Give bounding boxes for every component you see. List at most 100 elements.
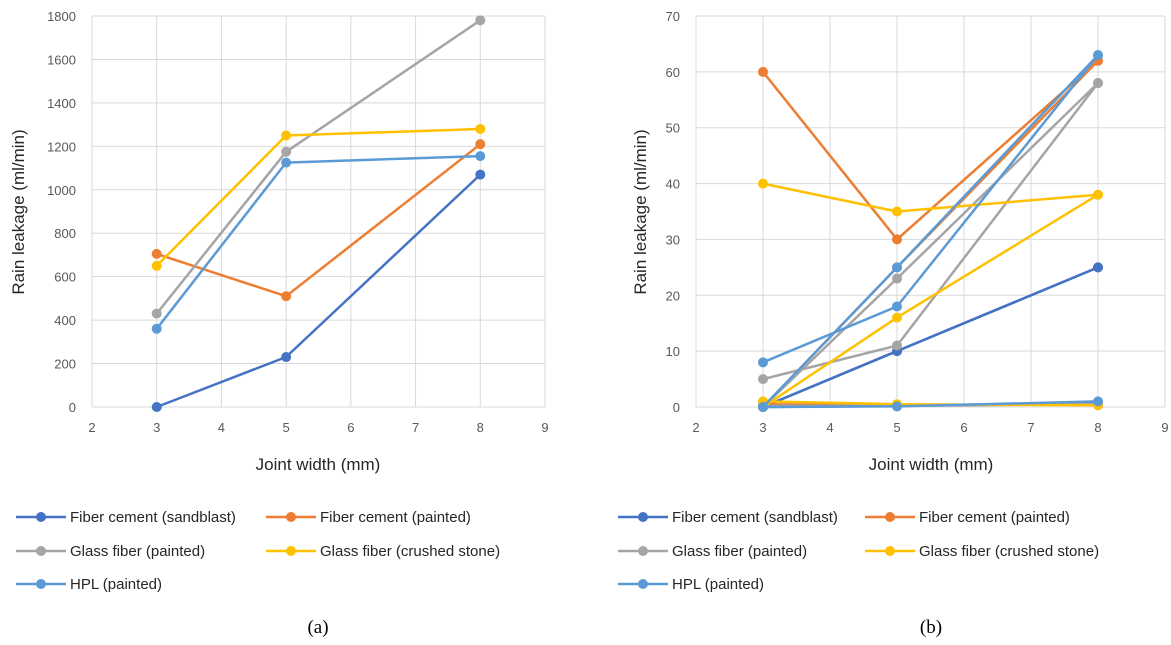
legend-swatch-marker <box>286 512 296 522</box>
data-point <box>758 357 768 368</box>
y-tick-label: 30 <box>666 232 680 247</box>
legend-swatch-marker <box>638 546 648 556</box>
legend-label: Glass fiber (painted) <box>70 543 205 560</box>
y-tick-label: 40 <box>666 177 680 192</box>
data-point <box>1093 78 1103 89</box>
legend-label: Glass fiber (crushed stone) <box>320 543 500 560</box>
series-fiber-cement-painted <box>151 139 486 302</box>
legend: Fiber cement (sandblast) Fiber cement (pa… <box>618 509 1099 593</box>
data-point <box>1093 189 1103 200</box>
y-tick-label: 10 <box>666 344 680 359</box>
data-point <box>758 178 768 189</box>
x-tick-label: 6 <box>960 420 967 435</box>
legend-swatch-marker <box>36 512 46 522</box>
y-tick-label: 1600 <box>47 52 76 67</box>
data-point <box>892 234 902 245</box>
data-point <box>1093 262 1103 273</box>
series-glass-fiber-crushed-stone <box>151 123 486 271</box>
x-tick-label: 8 <box>1094 420 1101 435</box>
data-point <box>281 352 292 363</box>
data-point <box>892 312 902 323</box>
data-point <box>281 146 292 157</box>
legend: Fiber cement (sandblast) Fiber cement (pa… <box>16 509 500 593</box>
y-tick-label: 1200 <box>47 139 76 154</box>
y-tick-label: 70 <box>666 9 680 24</box>
x-tick-label: 4 <box>826 420 833 435</box>
legend-swatch-marker <box>36 579 46 589</box>
x-tick-label: 3 <box>153 420 160 435</box>
y-tick-label: 0 <box>69 400 76 415</box>
series-hpl-painted <box>758 50 1103 412</box>
y-tick-label: 200 <box>54 357 76 372</box>
data-point <box>892 340 902 351</box>
y-tick-label: 400 <box>54 313 76 328</box>
data-point <box>758 402 768 412</box>
data-point <box>281 291 292 302</box>
data-point <box>151 402 162 412</box>
data-point <box>151 260 162 271</box>
data-point <box>475 151 486 162</box>
legend-swatch-marker <box>885 546 895 556</box>
x-tick-label: 7 <box>1027 420 1034 435</box>
y-tick-label: 0 <box>673 400 680 415</box>
data-point <box>892 273 902 284</box>
y-tick-label: 1400 <box>47 96 76 111</box>
y-tick-label: 20 <box>666 288 680 303</box>
chart-b: 0 10 20 30 40 50 60 70 2 3 4 5 6 7 8 9 Rain leakage (ml/… <box>618 9 1169 638</box>
y-tick-label: 50 <box>666 121 680 136</box>
x-tick-label: 7 <box>412 420 419 435</box>
y-tick-label: 60 <box>666 65 680 80</box>
series-hpl-painted <box>151 151 486 334</box>
series-line <box>762 266 1099 409</box>
data-point <box>1093 396 1103 407</box>
series-line <box>155 127 481 267</box>
data-point <box>475 15 486 26</box>
data-point <box>758 66 768 77</box>
y-tick-label: 800 <box>54 226 76 241</box>
series-line <box>156 173 482 409</box>
data-point <box>281 130 292 141</box>
legend-swatch-marker <box>36 546 46 556</box>
legend-swatch-marker <box>286 546 296 556</box>
legend-label: Fiber cement (painted) <box>320 509 471 526</box>
data-point <box>151 323 162 334</box>
legend-label: Glass fiber (painted) <box>672 543 807 560</box>
y-tick-label: 1000 <box>47 183 76 198</box>
x-tick-label: 9 <box>541 420 548 435</box>
legend-swatch-marker <box>638 512 648 522</box>
data-point <box>758 374 768 385</box>
legend-swatch-marker <box>638 579 648 589</box>
series-glass-fiber-painted <box>151 15 486 319</box>
x-axis-title: Joint width (mm) <box>869 455 994 474</box>
y-axis-title: Rain leakage (ml/min) <box>9 129 28 294</box>
x-tick-label: 6 <box>347 420 354 435</box>
series-fiber-cement-sandblast <box>151 169 486 412</box>
data-point <box>1093 50 1103 61</box>
data-point <box>281 157 292 168</box>
series-line <box>762 54 1099 408</box>
legend-label: HPL (painted) <box>672 576 764 593</box>
data-point <box>151 308 162 319</box>
y-tick-label: 1800 <box>47 9 76 24</box>
x-tick-label: 3 <box>759 420 766 435</box>
legend-label: Fiber cement (painted) <box>919 509 1070 526</box>
figure-caption: (b) <box>920 617 942 638</box>
data-point <box>892 301 902 312</box>
legend-label: Glass fiber (crushed stone) <box>919 543 1099 560</box>
x-axis-title: Joint width (mm) <box>256 455 381 474</box>
y-axis-title: Rain leakage (ml/min) <box>631 129 650 294</box>
data-point <box>892 206 902 217</box>
legend-label: Fiber cement (sandblast) <box>672 509 838 526</box>
legend-label: HPL (painted) <box>70 576 162 593</box>
data-point <box>475 123 486 134</box>
x-tick-label: 4 <box>218 420 225 435</box>
y-tick-label: 600 <box>54 270 76 285</box>
series-line <box>762 82 1099 408</box>
series-fiber-cement-sandblast <box>758 262 1103 412</box>
x-tick-label: 2 <box>88 420 95 435</box>
legend-swatch-marker <box>885 512 895 522</box>
chart-a: 0 200 400 600 800 1000 1200 1400 1600 1800 2 3 4 5 6 7 8… <box>9 9 549 638</box>
series-line <box>762 182 1099 213</box>
data-point <box>475 139 486 150</box>
